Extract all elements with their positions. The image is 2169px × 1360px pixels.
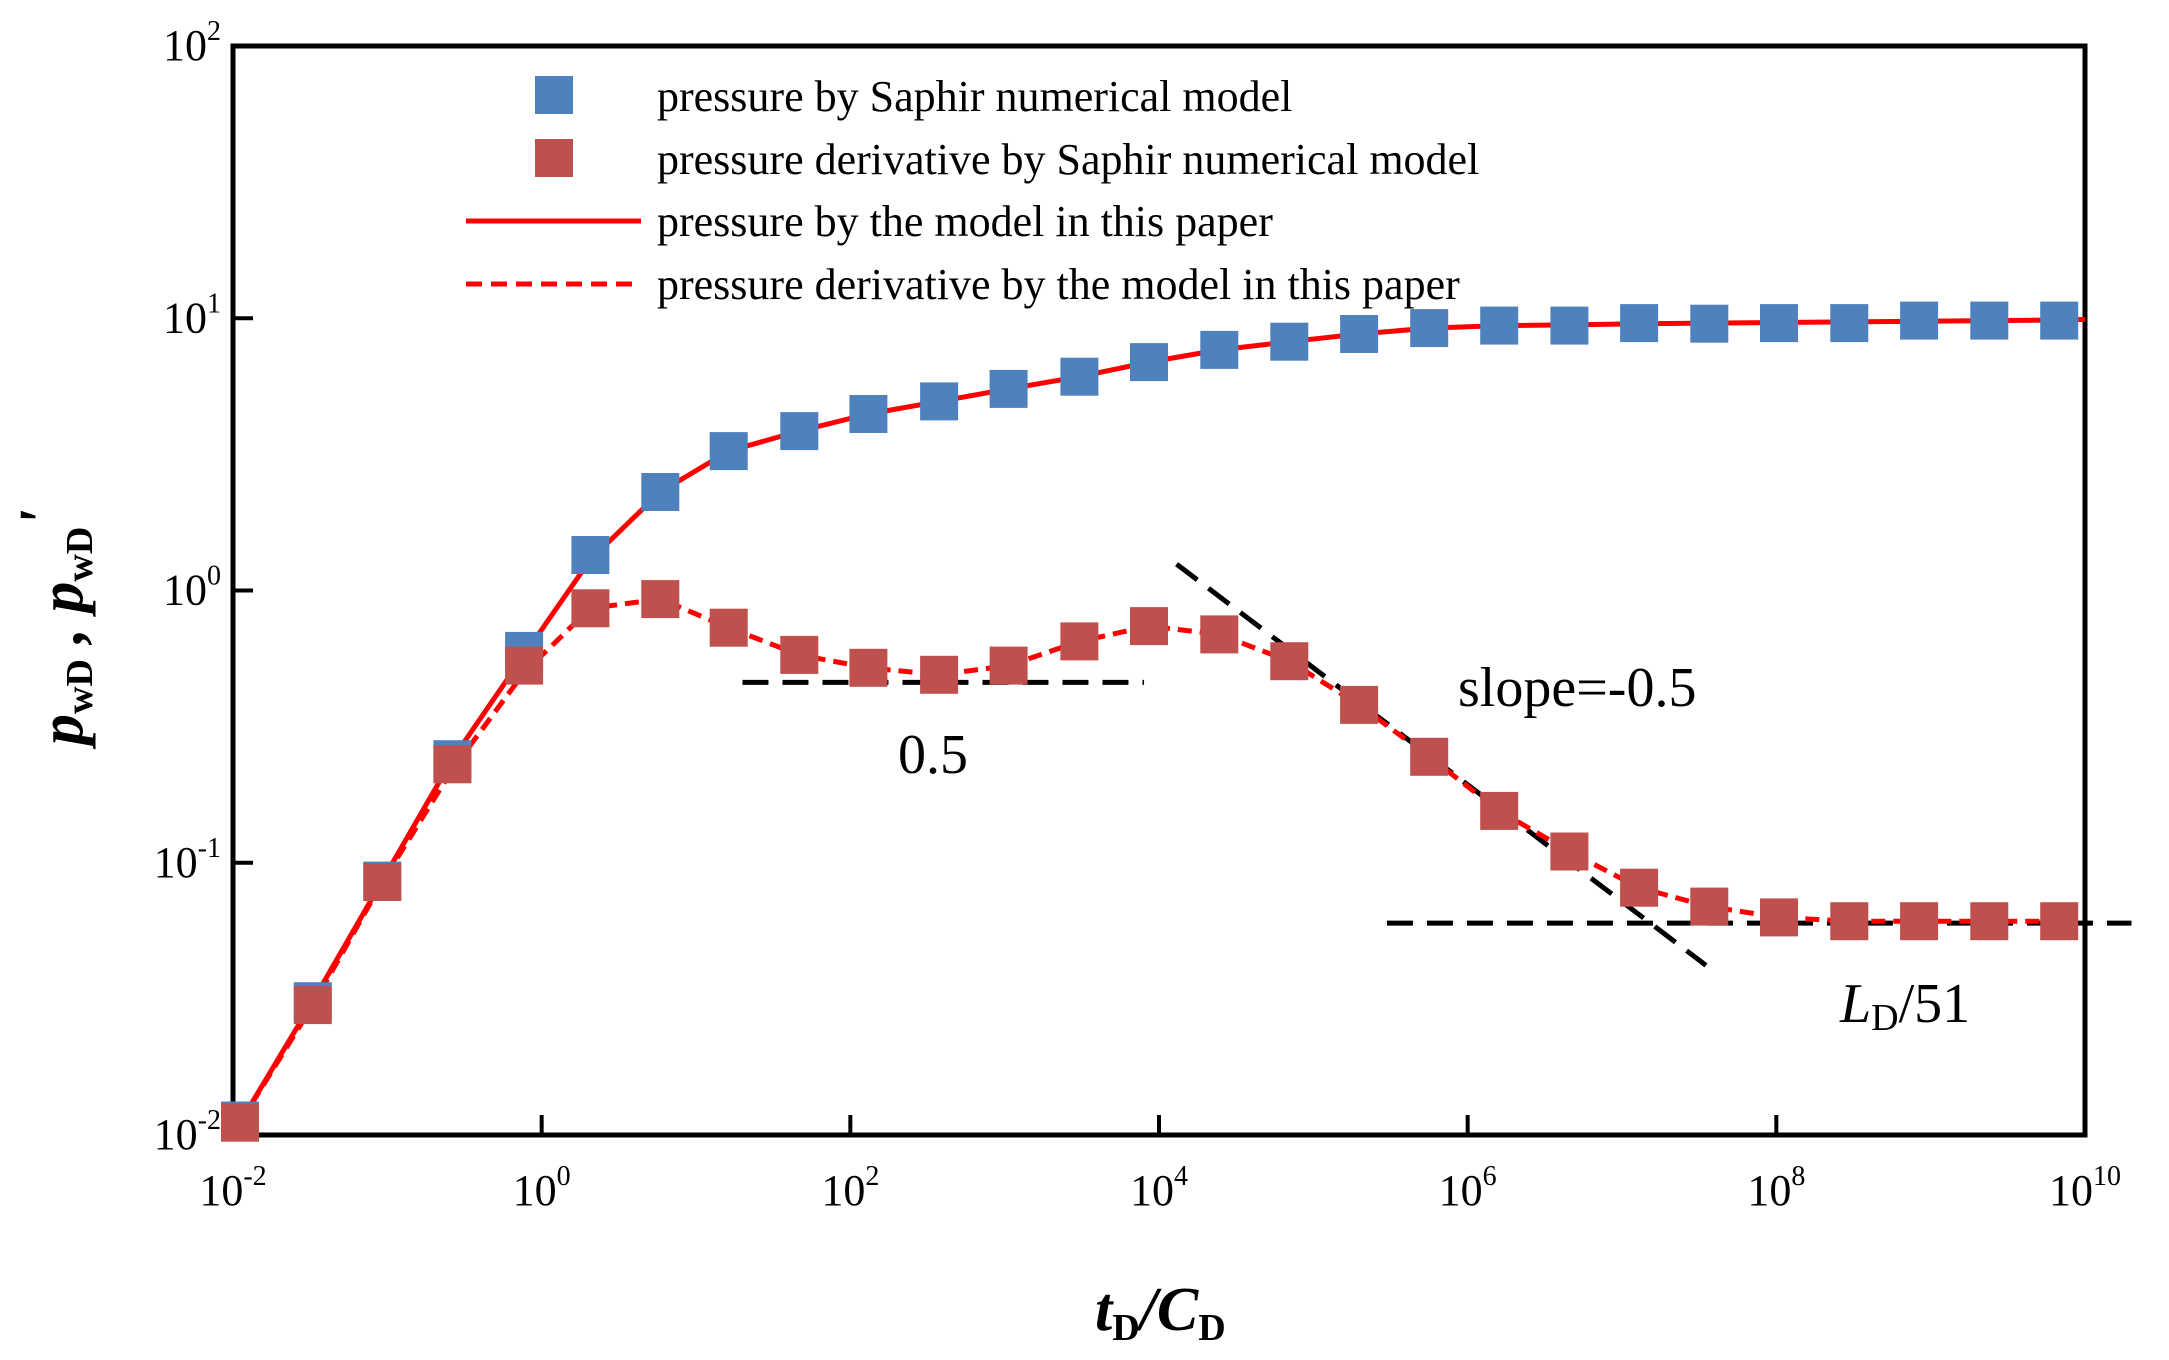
series-markers <box>221 301 2079 1142</box>
annotation-ld-italic: L <box>1839 973 1871 1035</box>
pressure-saphir-point <box>849 395 888 433</box>
derivative-saphir-point <box>1760 898 1798 937</box>
pressure-saphir-point <box>1480 306 1519 345</box>
y-tick-label: 102 <box>163 16 221 70</box>
pressure-saphir-point <box>1200 330 1239 369</box>
derivative-saphir-point <box>363 863 402 901</box>
derivative-saphir-point <box>989 646 1028 685</box>
x-tick-label: 102 <box>821 1161 879 1215</box>
derivative-saphir-point <box>1270 642 1309 681</box>
legend-label-pressure-model: pressure by the model in this paper <box>657 197 1273 246</box>
series-pressure-model-line <box>237 316 2086 1124</box>
pressure-saphir-point <box>1830 304 1869 343</box>
pressure-saphir-point <box>1340 315 1379 353</box>
pressure-saphir-point <box>641 473 680 511</box>
derivative-saphir-point <box>433 745 472 784</box>
x-axis-title: tD/CD <box>1095 1276 1226 1349</box>
pressure-saphir-point <box>1130 343 1168 382</box>
legend-marker-derivative-saphir <box>535 139 573 177</box>
pressure-saphir-point <box>1970 301 2009 340</box>
y-tick-label: 101 <box>163 288 221 342</box>
derivative-saphir-point <box>1620 868 1659 907</box>
x-tick-label: 104 <box>1130 1161 1188 1215</box>
annotation-ld-sub: D <box>1871 997 1898 1039</box>
derivative-saphir-point <box>849 648 888 687</box>
derivative-saphir-point <box>1970 902 2009 941</box>
annotation-half: 0.5 <box>898 724 968 786</box>
x-tick-label: 108 <box>1747 1161 1805 1215</box>
derivative-saphir-point <box>221 1103 259 1142</box>
legend-label-derivative-model: pressure derivative by the model in this… <box>657 260 1460 309</box>
legend-label-derivative-saphir: pressure derivative by Saphir numerical … <box>657 135 1479 184</box>
derivative-saphir-point <box>1480 791 1519 830</box>
pressure-saphir-point <box>709 432 748 471</box>
pressure-saphir-point <box>1620 304 1659 343</box>
pressure-saphir-point <box>1690 304 1729 343</box>
x-tick-label: 1010 <box>2049 1161 2121 1215</box>
derivative-saphir-point <box>1340 685 1379 724</box>
annotation-ld-rest: /51 <box>1899 973 1971 1035</box>
pressure-saphir-point <box>989 369 1028 408</box>
pressure-saphir-point <box>2040 301 2079 340</box>
series-lines <box>237 316 2086 1125</box>
derivative-saphir-point <box>641 580 680 619</box>
pressure-saphir-point <box>1060 357 1099 396</box>
derivative-saphir-point <box>293 986 332 1025</box>
series-derivative-model-line <box>237 596 2060 1125</box>
legend: pressure by Saphir numerical model press… <box>466 72 1479 309</box>
axis-tick-labels: 10-2 100 102 104 106 108 1010 10-2 10-1 100 101 102 <box>154 16 2121 1215</box>
y-tick-label: 10-1 <box>154 833 221 887</box>
derivative-saphir-point <box>1130 607 1168 646</box>
y-tick-label: 10-2 <box>154 1105 221 1159</box>
pressure-saphir-point <box>1410 309 1449 348</box>
pressure-saphir-point <box>920 382 959 421</box>
legend-label-pressure-saphir: pressure by Saphir numerical model <box>657 72 1292 121</box>
x-tick-label: 106 <box>1439 1161 1497 1215</box>
x-tick-label: 100 <box>513 1161 571 1215</box>
derivative-saphir-point <box>571 589 610 628</box>
derivative-saphir-point <box>780 635 819 674</box>
x-tick-label: 10-2 <box>199 1161 266 1215</box>
pressure-saphir-point <box>1760 304 1798 343</box>
annotation-ld: LD/51 <box>1839 973 1970 1039</box>
derivative-saphir-point <box>920 655 959 694</box>
pressure-saphir-point <box>1270 322 1309 361</box>
derivative-saphir-point <box>505 646 544 685</box>
derivative-saphir-point <box>1830 902 1869 941</box>
annotation-slope: slope=-0.5 <box>1458 657 1696 719</box>
y-axis-title: pwD , pwD' <box>8 509 101 750</box>
pressure-saphir-point <box>1900 301 1939 340</box>
derivative-saphir-point <box>1060 622 1099 661</box>
pressure-saphir-point <box>780 412 819 451</box>
derivative-saphir-point <box>2040 902 2079 941</box>
derivative-saphir-point <box>1900 902 1939 941</box>
legend-marker-pressure-saphir <box>535 76 573 114</box>
derivative-saphir-point <box>1410 737 1449 776</box>
derivative-saphir-point <box>1550 832 1589 871</box>
pressure-saphir-point <box>1550 306 1589 345</box>
derivative-saphir-point <box>1690 887 1729 926</box>
pressure-saphir-point <box>571 536 610 574</box>
y-tick-label: 100 <box>163 561 221 615</box>
derivative-saphir-point <box>709 608 748 647</box>
derivative-saphir-point <box>1200 615 1239 654</box>
